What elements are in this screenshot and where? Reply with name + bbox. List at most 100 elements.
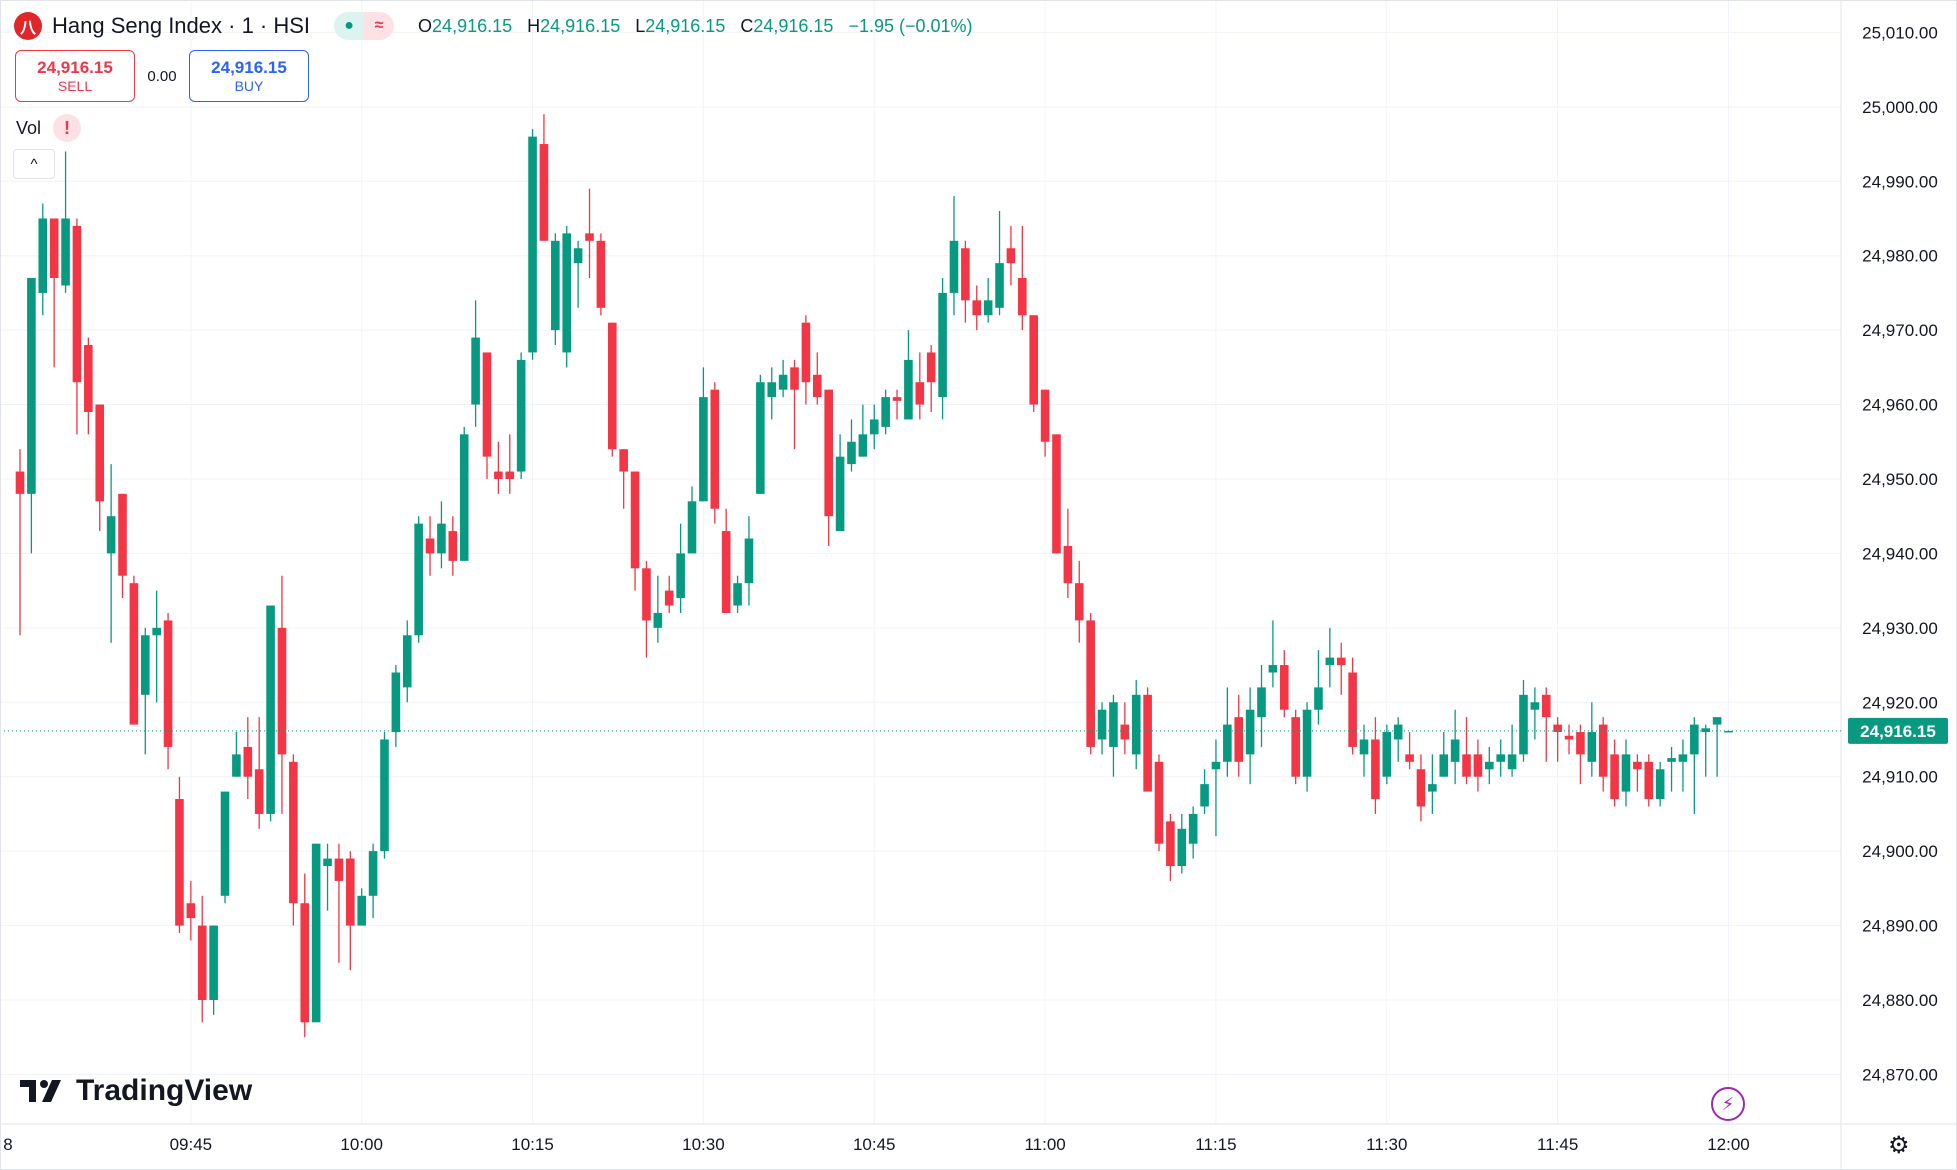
candle [1291, 709, 1300, 785]
candle-body [1519, 694, 1528, 755]
time-tick-label: 10:15 [511, 1135, 554, 1154]
candle-body [585, 233, 594, 241]
candle [1336, 642, 1346, 695]
candle-body [869, 419, 879, 435]
candle [1097, 702, 1107, 755]
price-tick-label: 24,870.00 [1862, 1065, 1938, 1084]
price-tick-label: 25,010.00 [1862, 23, 1938, 42]
volume-label: Vol [16, 117, 42, 138]
candle-body [1018, 278, 1027, 316]
candle-body [505, 471, 515, 479]
candle-body [1701, 728, 1711, 733]
candle-body [676, 553, 685, 599]
hsi-logo-icon: 八 [14, 12, 42, 40]
candle-body [983, 300, 993, 316]
candle [1063, 508, 1073, 599]
candle-body [1086, 620, 1095, 747]
candle [949, 196, 959, 316]
candle-body [414, 523, 423, 636]
candle [232, 732, 241, 777]
candle-body [1610, 754, 1619, 800]
candle-body [1576, 732, 1585, 755]
candle-body [1393, 724, 1403, 740]
candle [243, 717, 253, 800]
candle [801, 315, 811, 405]
candle [1598, 717, 1608, 792]
candle [152, 590, 161, 703]
candle-body [961, 248, 970, 301]
candle-body [1211, 761, 1221, 770]
candle [1405, 732, 1414, 770]
candle-body [1040, 389, 1050, 442]
candle [904, 330, 913, 420]
candle-body [186, 903, 196, 919]
candle-body [27, 278, 36, 494]
symbol-header: 八 Hang Seng Index · 1 · HSI ● ≈ O24,916.… [14, 12, 983, 40]
candle [756, 374, 765, 494]
candle-body [642, 568, 651, 621]
sell-label: SELL [57, 78, 93, 94]
candle [38, 203, 48, 316]
candle-body [801, 322, 811, 383]
candle [676, 523, 685, 613]
candle [619, 449, 628, 509]
warning-icon[interactable]: ! [53, 114, 82, 142]
gear-icon[interactable]: ⚙ [1888, 1132, 1910, 1159]
candle-body [1234, 717, 1244, 762]
candle [1234, 694, 1244, 777]
volume-indicator[interactable]: Vol ! [16, 114, 82, 142]
candle [380, 732, 389, 859]
candle-body [687, 501, 697, 554]
sell-button[interactable]: 24,916.15 SELL [15, 50, 135, 102]
candle [1678, 739, 1688, 792]
candle [710, 382, 720, 524]
tradingview-logo[interactable]: TradingView [20, 1074, 252, 1108]
candle-body [1109, 702, 1118, 747]
candle-body [197, 925, 207, 1000]
candle-body [129, 583, 139, 725]
candle-body [1188, 813, 1198, 844]
candle [1154, 754, 1164, 852]
candle-body [949, 240, 959, 293]
candle-body [1359, 739, 1369, 755]
time-tick-label: 10:30 [682, 1135, 725, 1154]
time-tick-label: 11:30 [1366, 1135, 1407, 1154]
trade-panel: 24,916.15 SELL 0.00 24,916.15 BUY [15, 50, 309, 102]
candle [1188, 806, 1198, 859]
time-axis[interactable]: 8 09:45 10:00 10:15 10:30 10:45 11:00 11:15 11:3… [3, 1135, 1750, 1154]
candle-body [1405, 754, 1414, 762]
candle-body [391, 672, 401, 733]
candle-body [813, 374, 822, 398]
candle [1519, 679, 1528, 762]
candle [1166, 813, 1175, 881]
candle [596, 233, 606, 316]
candle [972, 285, 982, 331]
buy-button[interactable]: 24,916.15 BUY [189, 50, 309, 102]
candle-body [892, 397, 902, 401]
candle-body [926, 352, 936, 383]
high-label: H [527, 15, 541, 36]
lightning-icon[interactable]: ⚡ [1711, 1087, 1745, 1121]
symbol-title[interactable]: Hang Seng Index · 1 · HSI [52, 13, 311, 38]
candle-body [630, 471, 640, 569]
market-status[interactable]: ● ≈ [334, 12, 395, 40]
candle [847, 419, 856, 472]
candle [1610, 739, 1619, 807]
candle [562, 225, 572, 368]
candle [414, 516, 423, 643]
price-axis[interactable]: 25,010.00 25,000.00 24,990.00 24,980.00 24,9… [1848, 23, 1948, 1084]
candle-body [38, 218, 48, 293]
candle [220, 791, 230, 904]
candle [95, 404, 105, 532]
collapse-indicators-button[interactable]: ^ [13, 149, 55, 179]
candle-body [357, 895, 366, 926]
candle [1302, 702, 1312, 792]
candle-body [1177, 828, 1187, 867]
candle-body [425, 538, 435, 554]
candle-body [448, 531, 458, 561]
candle-body [1439, 754, 1449, 777]
price-tick-label: 24,950.00 [1862, 470, 1938, 489]
candle [1416, 754, 1426, 822]
candle [744, 516, 754, 606]
